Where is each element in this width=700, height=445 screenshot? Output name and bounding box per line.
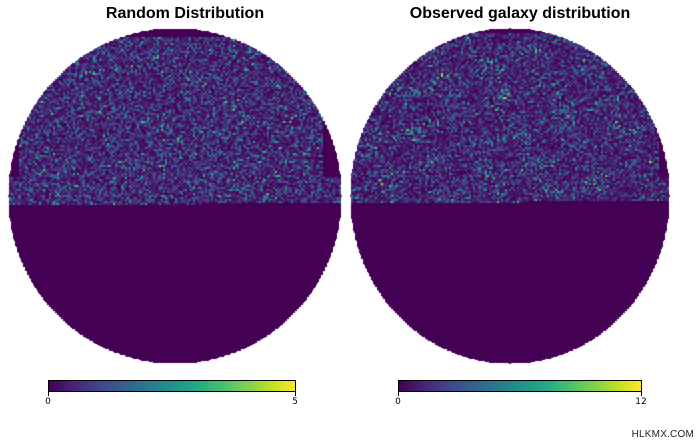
colorbar-right-tick-max bbox=[641, 392, 642, 396]
watermark-text: HLKMX.COM bbox=[631, 429, 694, 440]
colorbar-right-label-min: 0 bbox=[395, 397, 401, 407]
colorbar-left-label-max: 5 bbox=[292, 397, 298, 407]
colorbar-left-label-min: 0 bbox=[45, 397, 51, 407]
colorbar-right-tick-min bbox=[398, 392, 399, 396]
sky-map-random bbox=[7, 27, 343, 365]
chart-title-right: Observed galaxy distribution bbox=[409, 5, 631, 22]
colorbar-right-label-max: 12 bbox=[635, 397, 647, 407]
colorbar-gradient bbox=[49, 381, 295, 391]
colorbar-left-tick-max bbox=[295, 392, 296, 396]
colorbar-right bbox=[398, 380, 642, 392]
colorbar-gradient bbox=[399, 381, 641, 391]
sky-map-observed bbox=[349, 27, 671, 365]
colorbar-left-tick-min bbox=[48, 392, 49, 396]
colorbar-left bbox=[48, 380, 296, 392]
chart-title-left: Random Distribution bbox=[105, 5, 265, 22]
